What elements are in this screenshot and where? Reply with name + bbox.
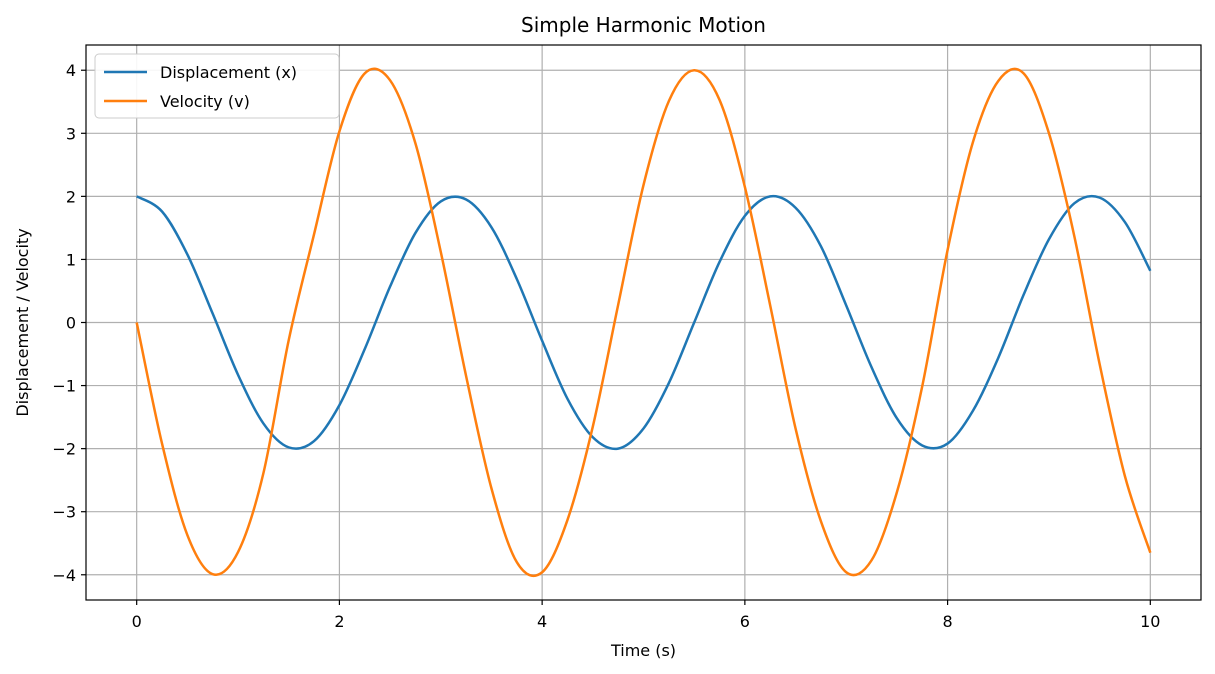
legend: Displacement (x) Velocity (v) — [94, 53, 340, 119]
x-tick-label: 4 — [537, 612, 547, 631]
y-tick-label: 3 — [66, 124, 76, 143]
x-axis-title: Time (s) — [610, 641, 676, 660]
y-tick-label: 2 — [66, 187, 76, 206]
y-tick-label: 0 — [66, 314, 76, 333]
y-tick-label: −4 — [52, 566, 76, 585]
grid-layer — [86, 45, 1201, 600]
tick-layer: 0 2 4 6 8 10 −4 −3 −2 −1 0 1 2 3 4 — [52, 61, 1160, 631]
x-tick-label: 2 — [334, 612, 344, 631]
legend-label-velocity: Velocity (v) — [160, 92, 250, 111]
x-tick-label: 8 — [942, 612, 952, 631]
x-tick-label: 6 — [740, 612, 750, 631]
y-tick-label: −1 — [52, 377, 76, 396]
x-tick-label: 0 — [132, 612, 142, 631]
y-axis-title: Displacement / Velocity — [13, 228, 32, 416]
y-tick-label: 4 — [66, 61, 76, 80]
y-tick-label: −3 — [52, 503, 76, 522]
y-tick-label: 1 — [66, 250, 76, 269]
displacement-series-line — [136, 194, 1152, 451]
velocity-series-line — [135, 67, 1152, 578]
chart-title: Simple Harmonic Motion — [521, 13, 766, 37]
legend-label-displacement: Displacement (x) — [160, 63, 297, 82]
x-tick-label: 10 — [1140, 612, 1160, 631]
y-tick-label: −2 — [52, 440, 76, 459]
legend-box — [94, 53, 340, 119]
series-layer — [135, 67, 1152, 578]
